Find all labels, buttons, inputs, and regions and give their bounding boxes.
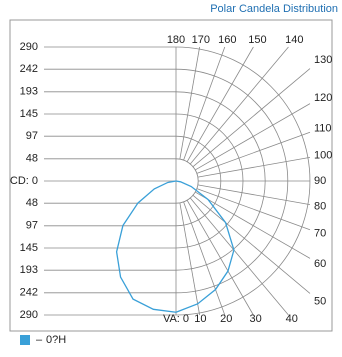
angle-tick-label: 60 xyxy=(314,258,326,270)
y-tick-label: 290 xyxy=(20,41,38,53)
candela-curve xyxy=(175,180,235,313)
angle-tick-label: VA: 0 xyxy=(163,313,189,325)
angle-tick-label: 150 xyxy=(248,34,266,46)
grid-ray xyxy=(179,46,201,160)
angle-tick-label: 160 xyxy=(218,34,236,46)
grid-ray xyxy=(196,188,311,231)
angle-tick-label: 140 xyxy=(285,34,303,46)
angle-tick-label: 100 xyxy=(314,150,332,162)
angle-tick-label: 80 xyxy=(314,200,326,212)
legend-dash: – xyxy=(36,334,43,346)
grid-ray xyxy=(186,200,254,316)
angle-tick-label: 10 xyxy=(194,313,206,325)
angle-tick-label: 50 xyxy=(314,296,326,308)
angle-tick-label: 180 xyxy=(167,34,185,46)
y-tick-label: 242 xyxy=(20,63,38,75)
y-tick-label: 145 xyxy=(20,242,38,254)
angle-tick-label: 20 xyxy=(220,313,232,325)
y-tick-label: 48 xyxy=(26,153,38,165)
y-tick-label: 193 xyxy=(20,264,38,276)
angle-tick-label: 30 xyxy=(250,313,262,325)
legend-swatch xyxy=(20,335,30,345)
grid-ray xyxy=(192,68,311,168)
y-tick-label: 242 xyxy=(20,287,38,299)
angle-tick-label: 90 xyxy=(314,175,326,187)
candela-curve xyxy=(115,180,177,313)
y-tick-label: 97 xyxy=(26,130,38,142)
grid-ray xyxy=(183,46,226,161)
y-tick-label: 193 xyxy=(20,86,38,98)
frame xyxy=(9,19,333,332)
grid-ray xyxy=(192,194,311,294)
grid-ray xyxy=(195,103,311,171)
y-tick-label: 290 xyxy=(20,309,38,321)
angle-tick-label: 40 xyxy=(286,313,298,325)
grid-arc xyxy=(175,158,199,204)
legend-label: 0?H xyxy=(46,334,66,346)
grid-ray xyxy=(197,156,311,178)
y-tick-label: CD: 0 xyxy=(10,175,38,187)
angle-tick-label: 110 xyxy=(314,122,332,134)
grid-ray xyxy=(189,197,289,316)
grid-ray xyxy=(179,202,201,316)
y-tick-label: 145 xyxy=(20,108,38,120)
grid-ray xyxy=(189,46,289,165)
grid-ray xyxy=(197,184,311,206)
angle-tick-label: 70 xyxy=(314,227,326,239)
y-tick-label: 48 xyxy=(26,197,38,209)
angle-tick-label: 130 xyxy=(314,54,332,66)
grid-ray xyxy=(195,191,311,259)
grid-ray xyxy=(186,46,254,162)
grid-ray xyxy=(196,131,311,174)
chart-title: Polar Candela Distribution xyxy=(210,3,338,15)
y-tick-label: 97 xyxy=(26,220,38,232)
angle-tick-label: 120 xyxy=(314,92,332,104)
angle-tick-label: 170 xyxy=(192,34,210,46)
grid-ray xyxy=(183,201,226,316)
